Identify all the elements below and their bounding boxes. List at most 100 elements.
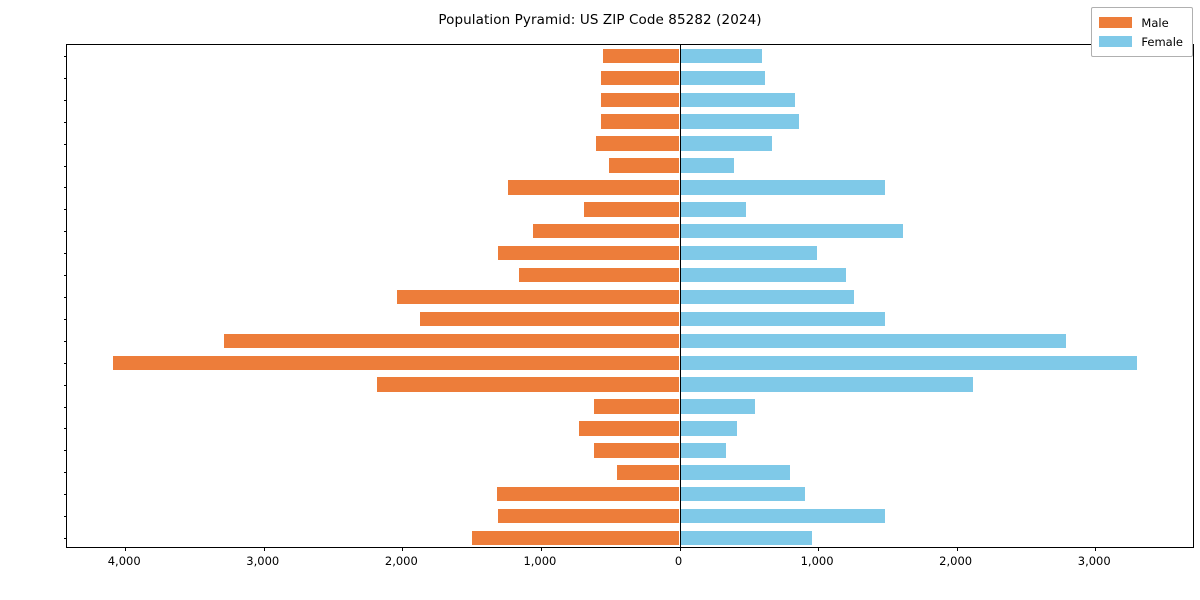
y-axis-tick-mark xyxy=(63,428,67,430)
y-axis-tick-mark xyxy=(63,318,67,320)
bar-female xyxy=(679,202,747,217)
y-axis-tick-mark xyxy=(63,297,67,298)
bar-row xyxy=(67,158,1193,173)
bar-female xyxy=(679,486,805,502)
bar-row xyxy=(67,465,1193,480)
legend-item-male: Male xyxy=(1099,13,1183,32)
bar-female xyxy=(679,333,1067,349)
zero-axis-line xyxy=(679,45,681,547)
bar-female xyxy=(679,530,812,546)
chart-title: Population Pyramid: US ZIP Code 85282 (2… xyxy=(438,12,762,28)
bar-male xyxy=(518,267,680,283)
bar-male xyxy=(223,333,680,349)
y-axis-tick-mark xyxy=(63,55,67,57)
y-axis-tick-mark xyxy=(63,165,67,167)
bar-male xyxy=(600,114,680,129)
bar-male xyxy=(420,311,680,327)
x-axis-tick-label: 2,000 xyxy=(384,554,418,568)
x-axis-tick-label: 4,000 xyxy=(107,554,141,568)
legend-label-female: Female xyxy=(1141,34,1183,49)
x-axis-tick-label: 3,000 xyxy=(246,554,280,568)
x-axis-tick-mark xyxy=(679,547,681,551)
x-axis-tick-label: 1,000 xyxy=(800,554,834,568)
bar-female xyxy=(679,355,1137,370)
bar-row xyxy=(67,180,1193,195)
bar-row xyxy=(67,530,1193,546)
y-axis-tick-mark xyxy=(63,384,67,386)
bar-male xyxy=(377,377,680,392)
bar-male xyxy=(617,465,680,480)
x-axis-tick-mark xyxy=(818,547,820,551)
x-axis-tick-mark xyxy=(402,547,404,551)
bar-female xyxy=(679,158,734,173)
bar-female xyxy=(679,114,799,129)
legend-label-male: Male xyxy=(1141,15,1169,30)
y-axis-tick-mark xyxy=(63,187,67,189)
bar-row xyxy=(67,333,1193,349)
bars-layer xyxy=(67,45,1193,547)
bar-male xyxy=(497,508,680,524)
x-axis-tick-mark xyxy=(125,547,127,551)
bar-row xyxy=(67,399,1193,414)
y-axis-tick-mark xyxy=(63,538,67,540)
bar-female xyxy=(679,70,766,86)
bar-male xyxy=(594,443,680,458)
bar-row xyxy=(67,136,1193,151)
bar-row xyxy=(67,245,1193,261)
bar-row xyxy=(67,355,1193,370)
bar-row xyxy=(67,289,1193,305)
chart-legend: Male Female xyxy=(1091,7,1193,57)
bar-row xyxy=(67,421,1193,436)
y-axis-tick-mark xyxy=(63,231,67,233)
bar-row xyxy=(67,92,1193,107)
bar-row xyxy=(67,224,1193,239)
bar-male xyxy=(396,289,680,305)
x-axis-tick-label: 0 xyxy=(674,554,683,568)
bar-row xyxy=(67,311,1193,327)
bar-female xyxy=(679,136,773,151)
y-axis-tick-mark xyxy=(63,99,67,101)
y-axis-tick-mark xyxy=(63,450,67,452)
y-axis-tick-mark xyxy=(63,516,67,518)
x-axis-tick-mark xyxy=(956,547,958,551)
y-axis-tick-mark xyxy=(63,340,67,342)
y-axis-tick-mark xyxy=(63,209,67,211)
bar-male xyxy=(608,158,680,173)
y-axis-tick-mark xyxy=(63,472,67,474)
bar-row xyxy=(67,508,1193,524)
bar-female xyxy=(679,48,762,64)
legend-item-female: Female xyxy=(1099,32,1183,51)
y-axis-tick-mark xyxy=(63,143,67,145)
bar-row xyxy=(67,443,1193,458)
bar-female xyxy=(679,245,817,261)
bar-male xyxy=(497,245,680,261)
bar-female xyxy=(679,377,974,392)
bar-male xyxy=(507,180,680,195)
x-axis-tick-label: 3,000 xyxy=(1077,554,1111,568)
bar-male xyxy=(603,48,680,64)
bar-row xyxy=(67,48,1193,64)
bar-female xyxy=(679,289,855,305)
y-axis-tick-mark xyxy=(63,77,67,79)
bar-male xyxy=(596,136,680,151)
bar-male xyxy=(471,530,680,546)
legend-swatch-female xyxy=(1099,36,1133,47)
bar-female xyxy=(679,421,737,436)
y-axis-tick-mark xyxy=(63,275,67,277)
bar-female xyxy=(679,180,885,195)
bar-male xyxy=(112,355,680,370)
x-axis-tick-mark xyxy=(263,547,265,551)
bar-female xyxy=(679,267,846,283)
bar-male xyxy=(532,224,680,239)
bar-row xyxy=(67,202,1193,217)
x-axis-tick-mark xyxy=(540,547,542,551)
x-axis-tick-label: 2,000 xyxy=(939,554,973,568)
y-axis-tick-mark xyxy=(63,406,67,408)
x-axis-tick-mark xyxy=(1095,547,1097,551)
bar-male xyxy=(594,399,680,414)
bar-row xyxy=(67,267,1193,283)
bar-male xyxy=(579,421,680,436)
y-axis-tick-mark xyxy=(63,121,67,123)
bar-female xyxy=(679,443,726,458)
bar-male xyxy=(496,486,680,502)
